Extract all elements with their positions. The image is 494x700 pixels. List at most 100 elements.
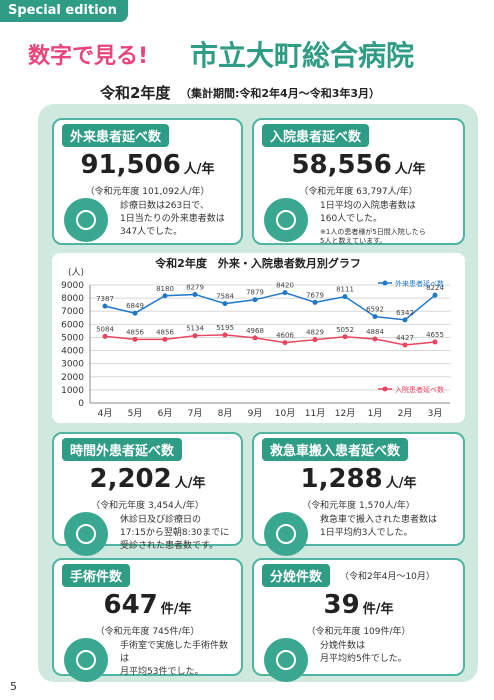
card-body: 1日平均の入院患者数は 160人でした。 ※1人の患者様が5日間入院したら 5人と数え…	[320, 200, 457, 246]
icon	[64, 638, 108, 682]
stat-card: 入院患者延べ数 58,556 人/年 （令和元年度 63,797人/年） 1日平均の入院…	[252, 118, 465, 245]
card-body: 休診日及び診療日の 17:15から翌朝8:30までに 受診された患者数です。	[120, 514, 235, 553]
body-line: 1日平均約3人でした。	[320, 528, 413, 538]
point	[282, 340, 288, 346]
point	[252, 297, 258, 303]
icon	[264, 638, 308, 682]
x-tick-label: 11月	[305, 408, 325, 419]
chart: 令和2年度 外来・入院患者数月別グラフ (人) 0 1000 2000 3000 400…	[52, 253, 465, 423]
previous-year: （令和元年度 745件/年）	[95, 627, 200, 637]
note: ※1人の患者様が5日間入院したら 5人と数えています。	[320, 228, 457, 246]
body-line: 17:15から翌朝8:30までに	[120, 528, 230, 538]
legend-marker	[382, 280, 388, 286]
stat-unit: 人/年	[385, 476, 417, 491]
legend-label: 外来患者延べ数	[395, 279, 444, 288]
stat-value: 2,202	[89, 464, 172, 494]
data-label: 8180	[156, 285, 174, 293]
point	[132, 336, 138, 342]
card-body: 手術室で実施した手術件数は 月平均53件でした。	[120, 640, 235, 679]
data-label: 8111	[336, 286, 354, 294]
point	[372, 336, 378, 342]
point	[132, 310, 138, 316]
y-tick-label: 2000	[61, 373, 84, 383]
x-tick-label: 12月	[335, 408, 355, 419]
body-line: 受診された患者数です。	[120, 541, 219, 551]
data-label: 7584	[216, 293, 234, 301]
point	[282, 290, 288, 296]
x-tick-label: 2月	[398, 408, 413, 419]
y-label: (人)	[68, 267, 84, 278]
stat-value: 91,506	[80, 150, 181, 180]
card-body: 分娩件数は 月平均約5件でした。	[320, 640, 457, 666]
point	[342, 334, 348, 340]
x-tick-label: 10月	[275, 408, 295, 419]
data-label: 5134	[186, 325, 204, 333]
stat-card: 分娩件数 （令和2年4月〜10月） 39 件/年 （令和元年度 109件/年） 分娩件数は…	[252, 558, 465, 682]
y-tick-label: 6000	[61, 320, 84, 330]
icon-inner	[276, 210, 296, 230]
point	[102, 333, 108, 339]
data-label: 6592	[366, 306, 384, 314]
legend-marker	[382, 386, 388, 392]
stat-value: 1,288	[300, 464, 383, 494]
y-tick-label: 8000	[61, 294, 84, 304]
note-line: 5人と数えています。	[320, 237, 387, 245]
value-row: 91,506 人/年	[54, 150, 241, 180]
point	[312, 337, 318, 343]
stat-unit: 人/年	[174, 476, 206, 491]
title-accent: 数字で見る!	[28, 44, 149, 69]
data-label: 5052	[336, 326, 354, 334]
body-line: 160人でした。	[320, 214, 383, 224]
data-label: 4427	[396, 334, 414, 342]
point	[192, 333, 198, 339]
point	[162, 293, 168, 299]
card-title: 手術件数	[62, 564, 131, 587]
previous-year: （令和元年度 3,454人/年）	[91, 501, 204, 511]
x-tick-label: 5月	[128, 408, 143, 419]
stat-unit: 人/年	[183, 162, 215, 177]
y-tick-label: 1000	[61, 386, 84, 396]
data-label: 6849	[126, 302, 144, 310]
stat-card: 時間外患者延べ数 2,202 人/年 （令和元年度 3,454人/年） 休診日及び診療日…	[52, 432, 243, 556]
stat-card: 救急車搬入患者延べ数 1,288 人/年 （令和元年度 1,570人/年） 救急車で搬入…	[252, 432, 465, 556]
edition-label: Special edition	[8, 3, 117, 18]
data-label: 4655	[426, 331, 444, 339]
x-tick-label: 7月	[188, 408, 203, 419]
year: 令和2年度	[100, 84, 171, 102]
data-label: 6342	[396, 309, 414, 317]
data-label: 7387	[96, 295, 114, 303]
body-line: 分娩件数は	[320, 641, 366, 651]
body-line: 月平均53件でした。	[120, 667, 204, 677]
card-title: 分娩件数	[262, 564, 331, 587]
stat-value: 647	[103, 590, 158, 620]
body-line: 診療日数は263日で、	[120, 201, 209, 211]
y-tick-label: 5000	[61, 333, 84, 343]
point	[102, 303, 108, 309]
value-row: 39 件/年	[254, 590, 463, 620]
point	[402, 317, 408, 323]
icon-inner	[76, 210, 96, 230]
stat-unit: 件/年	[362, 602, 394, 617]
main-title: 市立大町総合病院	[190, 39, 415, 72]
stat-value: 39	[323, 590, 360, 620]
point	[312, 299, 318, 305]
data-label: 8224	[426, 284, 444, 292]
point	[432, 292, 438, 298]
body-line: 347人でした。	[120, 227, 183, 237]
x-tick-label: 6月	[158, 408, 173, 419]
icon-inner	[76, 524, 96, 544]
data-label: 4884	[366, 328, 384, 336]
icon	[64, 198, 108, 242]
chart-title: 令和2年度 外来・入院患者数月別グラフ	[154, 256, 361, 270]
data-label: 5195	[216, 324, 234, 332]
value-row: 1,288 人/年	[254, 464, 463, 494]
icon-inner	[276, 524, 296, 544]
card-subtitle: （令和2年4月〜10月）	[340, 572, 435, 582]
value-row: 647 件/年	[54, 590, 241, 620]
card-title: 入院患者延べ数	[262, 124, 370, 147]
data-label: 8279	[186, 283, 204, 291]
card-title: 外来患者延べ数	[62, 124, 170, 147]
stat-card: 外来患者延べ数 91,506 人/年 （令和元年度 101,092人/年） 診療日数は2…	[52, 118, 243, 245]
icon	[264, 512, 308, 556]
series-line	[104, 334, 436, 346]
